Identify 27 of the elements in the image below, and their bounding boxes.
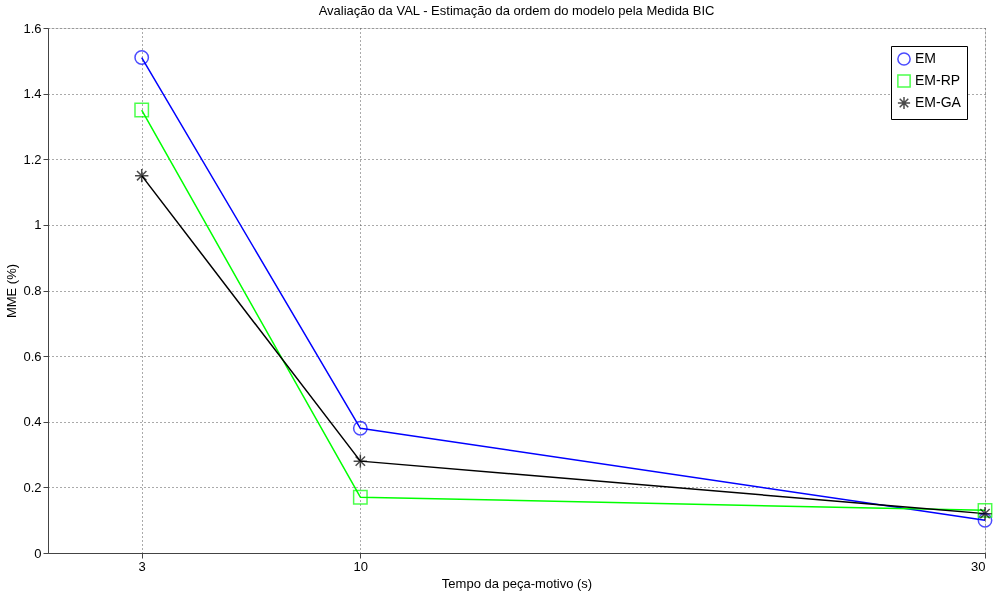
- y-tick-label: 1.4: [23, 86, 42, 102]
- x-tick-label: 30: [971, 558, 986, 574]
- y-tick-label: 1.6: [23, 20, 42, 36]
- x-tick-label: 3: [138, 558, 146, 574]
- point: [352, 453, 368, 469]
- point: [134, 168, 150, 184]
- point: [134, 50, 150, 65]
- y-tick-label: 0.8: [23, 283, 42, 298]
- point: [352, 489, 368, 505]
- legend-label: EM: [915, 50, 936, 66]
- y-tick-label: 1.2: [23, 151, 42, 167]
- point: [977, 502, 993, 518]
- chart-title: Avaliação da VAL - Estimação da ordem do modelo pela Medida BIC: [318, 3, 715, 18]
- y-tick-label: 0.6: [23, 348, 42, 364]
- y-axis-title: MME (%): [4, 263, 20, 319]
- point: [977, 506, 993, 522]
- point: [352, 420, 368, 436]
- legend-label: EM-GA: [915, 94, 962, 110]
- x-axis-title: Tempo da peça-motivo (s): [441, 575, 593, 591]
- y-tick-label: 1: [34, 217, 42, 233]
- y-tick-label: 0: [34, 545, 42, 561]
- point: [977, 512, 993, 528]
- legend-label: EM-RP: [915, 72, 961, 88]
- y-tick-label: 0.2: [23, 479, 42, 495]
- point: [134, 102, 150, 118]
- x-tick-label: 10: [353, 558, 369, 574]
- y-tick-label: 0.4: [23, 414, 42, 430]
